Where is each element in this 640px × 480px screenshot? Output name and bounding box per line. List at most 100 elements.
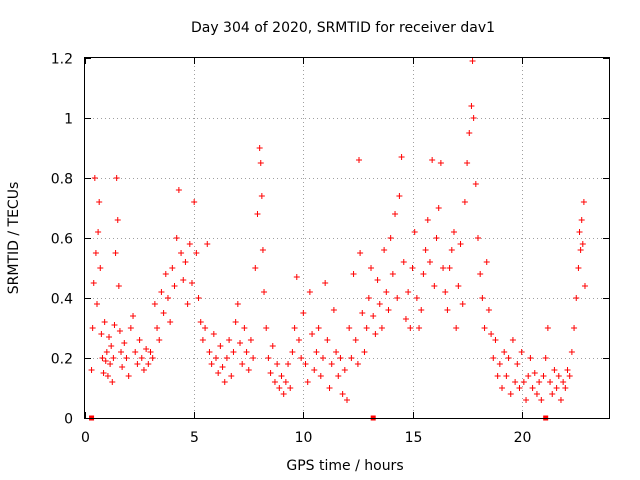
data-point <box>357 250 364 256</box>
data-point <box>197 319 204 325</box>
data-point <box>457 241 464 247</box>
data-point <box>213 355 219 361</box>
data-point <box>136 337 143 343</box>
data-point <box>149 355 156 361</box>
data-point <box>241 325 248 331</box>
data-point <box>440 265 447 271</box>
data-point <box>437 160 444 166</box>
data-point <box>468 103 475 109</box>
data-point <box>578 217 585 223</box>
data-point <box>422 247 429 253</box>
x-tick-label: 15 <box>405 430 423 446</box>
data-point <box>143 346 150 352</box>
data-point <box>111 322 118 328</box>
data-point <box>239 361 246 367</box>
data-point <box>348 355 355 361</box>
data-point <box>363 325 370 331</box>
data-point <box>138 355 145 361</box>
data-point <box>488 331 495 337</box>
data-point <box>466 130 473 136</box>
data-point <box>533 391 540 397</box>
data-point <box>204 241 211 247</box>
data-point <box>346 325 353 331</box>
data-point <box>278 373 285 379</box>
data-point <box>91 175 98 181</box>
data-point <box>459 301 466 307</box>
data-point <box>416 325 423 331</box>
data-point <box>453 325 460 331</box>
data-point <box>101 319 108 325</box>
data-point <box>100 370 107 376</box>
data-point <box>507 391 514 397</box>
data-point <box>514 361 521 367</box>
data-point <box>461 199 468 205</box>
data-point <box>571 325 578 331</box>
data-point <box>387 235 394 241</box>
data-point <box>309 331 316 337</box>
data-point <box>475 235 481 241</box>
data-point <box>450 229 457 235</box>
data-point <box>226 337 233 343</box>
data-point <box>350 271 357 277</box>
data-point <box>326 385 333 391</box>
data-point <box>376 301 383 307</box>
data-point <box>444 307 451 313</box>
data-point <box>576 229 583 235</box>
data-point <box>282 379 289 385</box>
data-point <box>564 367 571 373</box>
y-tick-label: 0.2 <box>51 352 73 368</box>
data-point <box>402 316 409 322</box>
data-point <box>392 211 399 217</box>
data-point <box>97 265 104 271</box>
data-points <box>88 58 588 421</box>
data-point <box>315 325 322 331</box>
data-point <box>540 373 547 379</box>
data-point <box>433 235 440 241</box>
grid <box>85 58 609 418</box>
data-point <box>140 367 147 373</box>
data-point <box>549 391 556 397</box>
data-point <box>254 211 261 217</box>
data-point <box>529 385 536 391</box>
data-point <box>536 379 543 385</box>
data-point <box>106 334 113 340</box>
data-point <box>470 115 477 121</box>
data-point <box>158 289 165 295</box>
data-point <box>175 187 182 193</box>
data-point <box>210 331 217 337</box>
x-tick-label: 0 <box>81 430 90 446</box>
data-point <box>267 370 274 376</box>
data-point <box>503 373 510 379</box>
data-point <box>394 295 401 301</box>
data-point <box>116 328 123 334</box>
data-point <box>304 379 311 385</box>
data-point <box>446 265 453 271</box>
y-tick-label: 1 <box>64 112 73 128</box>
data-point <box>300 310 307 316</box>
data-point <box>509 337 516 343</box>
data-point <box>464 160 471 166</box>
data-point <box>485 307 492 313</box>
data-point <box>368 265 375 271</box>
data-point <box>483 259 490 265</box>
data-point <box>257 160 264 166</box>
data-point <box>365 295 372 301</box>
data-point <box>354 361 361 367</box>
data-point <box>234 301 241 307</box>
x-axis-label: GPS time / hours <box>286 458 403 474</box>
data-point <box>228 373 235 379</box>
data-point <box>553 385 560 391</box>
data-point <box>243 349 250 355</box>
data-point <box>110 355 117 361</box>
data-point <box>217 343 224 349</box>
data-point <box>542 355 549 361</box>
x-tick-label: 5 <box>190 430 199 446</box>
data-point <box>151 301 158 307</box>
data-point <box>400 259 407 265</box>
data-point <box>469 58 476 64</box>
data-point <box>429 157 436 163</box>
y-tick-label: 0.4 <box>51 292 73 308</box>
data-point <box>114 217 121 223</box>
x-tick-label: 10 <box>295 430 313 446</box>
